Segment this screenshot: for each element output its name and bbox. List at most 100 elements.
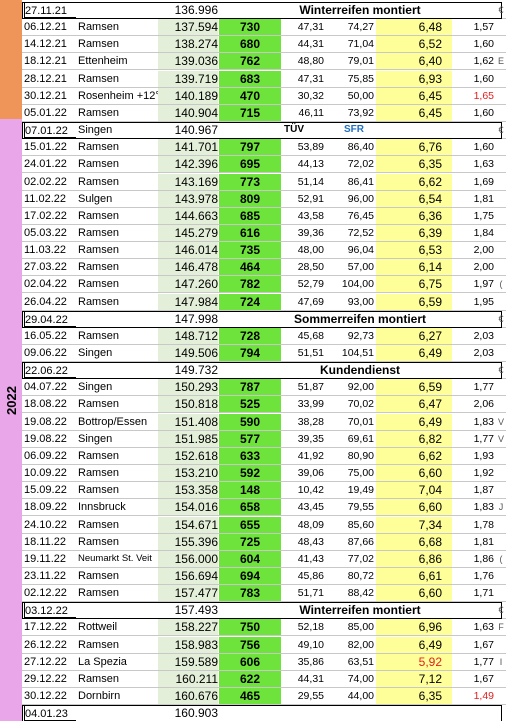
date-cell: 16.05.22 bbox=[24, 329, 67, 342]
date-cell: 15.09.22 bbox=[24, 484, 67, 497]
cost-cell: 57,00 bbox=[347, 261, 374, 274]
date-cell: 02.12.22 bbox=[24, 587, 67, 600]
price-per-liter-cell: 1,84 bbox=[473, 226, 494, 239]
place-cell: Sulgen bbox=[78, 192, 113, 205]
odometer-cell: 153.210 bbox=[158, 465, 218, 482]
date-cell: 27.11.21 bbox=[24, 2, 76, 18]
price-per-liter-cell: 2,03 bbox=[473, 329, 494, 342]
edge-cell: € bbox=[498, 5, 504, 15]
liters-cell: 48,09 bbox=[297, 518, 324, 531]
consumption-cell: 6,86 bbox=[376, 550, 452, 567]
distance-cell: 577 bbox=[219, 430, 281, 447]
date-cell: 27.12.22 bbox=[24, 655, 67, 668]
consumption-cell: 6,35 bbox=[376, 156, 452, 173]
price-per-liter-cell: 1,95 bbox=[473, 295, 494, 308]
date-cell: 26.12.22 bbox=[24, 638, 67, 651]
cost-cell: 74,00 bbox=[347, 672, 374, 685]
liters-cell: 47,69 bbox=[297, 295, 324, 308]
consumption-cell: 6,75 bbox=[376, 276, 452, 293]
year-strip-2021 bbox=[0, 0, 22, 119]
odometer-cell: 139.719 bbox=[158, 70, 218, 87]
odometer-cell: 140.189 bbox=[158, 87, 218, 104]
price-per-liter-cell: 1,60 bbox=[473, 72, 494, 85]
fuel-row: 16.05.22 Ramsen 148.712 728 45,68 92,73 6,27 2,… bbox=[22, 327, 506, 345]
cost-cell: 69,61 bbox=[347, 432, 374, 445]
edge-cell: ( bbox=[499, 279, 503, 290]
date-cell: 03.12.22 bbox=[24, 602, 76, 619]
cost-cell: 73,92 bbox=[347, 106, 374, 119]
distance-cell: 592 bbox=[219, 465, 281, 482]
price-per-liter-cell: 1,49 bbox=[473, 690, 494, 702]
cost-cell: 93,00 bbox=[347, 295, 374, 308]
price-per-liter-cell: 1,65 bbox=[473, 89, 494, 102]
liters-cell: 46,11 bbox=[298, 106, 325, 119]
consumption-cell: 7,34 bbox=[376, 516, 452, 533]
distance-cell: 622 bbox=[219, 670, 281, 687]
distance-cell: 695 bbox=[219, 156, 281, 173]
milestone-note: Winterreifen montiert bbox=[220, 602, 500, 619]
distance-cell: 797 bbox=[219, 139, 281, 156]
place-cell: Rottweil bbox=[78, 621, 118, 634]
cost-cell: 104,51 bbox=[341, 347, 374, 359]
place-cell: Ramsen bbox=[78, 484, 119, 497]
year-label: 2022 bbox=[3, 385, 19, 415]
edge-cell: E bbox=[497, 56, 504, 67]
distance-cell: 694 bbox=[219, 567, 281, 584]
fuel-row: 17.02.22 Ramsen 144.663 685 43,58 76,45 6,36 1,… bbox=[22, 207, 506, 225]
consumption-cell: 6,96 bbox=[376, 619, 452, 636]
price-per-liter-cell: 1,60 bbox=[473, 106, 494, 119]
place-cell: Ramsen bbox=[78, 295, 119, 308]
date-cell: 19.11.22 bbox=[24, 552, 67, 565]
odometer-cell: 151.408 bbox=[158, 413, 218, 430]
consumption-cell: 6,62 bbox=[376, 173, 452, 190]
fuel-row: 19.08.22 Singen 151.985 577 39,35 69,61 6,82 1,… bbox=[22, 430, 506, 448]
odometer-cell: 160.903 bbox=[158, 705, 218, 721]
distance-cell: 756 bbox=[219, 636, 281, 653]
fuel-row: 05.01.22 Ramsen 140.904 715 46,11 73,92 6,45 1,… bbox=[22, 104, 506, 122]
liters-cell: 39,36 bbox=[297, 226, 324, 239]
cost-cell: 50,00 bbox=[347, 89, 374, 102]
consumption-cell: 6,76 bbox=[376, 139, 452, 156]
odometer-cell: 136.996 bbox=[158, 2, 218, 18]
liters-cell: 45,86 bbox=[297, 569, 324, 582]
distance-cell: 762 bbox=[219, 53, 281, 70]
liters-cell: 28,50 bbox=[297, 261, 324, 274]
cost-cell: 75,85 bbox=[347, 72, 374, 85]
date-cell: 02.02.22 bbox=[24, 175, 67, 188]
fuel-row: 14.12.21 Ramsen 138.274 680 44,31 71,04 6,52 1,… bbox=[22, 36, 506, 54]
cost-cell: 70,01 bbox=[347, 415, 374, 428]
consumption-cell: 6,35 bbox=[376, 688, 452, 704]
cost-cell: 70,02 bbox=[347, 398, 374, 411]
distance-cell: 604 bbox=[219, 550, 281, 567]
place-cell: Singen bbox=[78, 124, 113, 137]
distance-cell: 658 bbox=[219, 499, 281, 516]
cost-cell: 87,66 bbox=[347, 535, 374, 548]
consumption-cell: 6,36 bbox=[376, 207, 452, 224]
distance-cell: 465 bbox=[219, 688, 281, 704]
date-cell: 22.06.22 bbox=[24, 362, 76, 379]
place-cell: Ramsen bbox=[78, 518, 119, 531]
liters-cell: 30,32 bbox=[297, 89, 324, 102]
place-cell: Ramsen bbox=[78, 72, 119, 85]
consumption-cell: 6,53 bbox=[376, 242, 452, 259]
odometer-cell: 141.701 bbox=[158, 139, 218, 156]
odometer-cell: 149.506 bbox=[158, 345, 218, 361]
odometer-cell: 157.477 bbox=[158, 585, 218, 602]
fuel-row: 18.12.21 Ettenheim 139.036 762 48,80 79,01 6,4… bbox=[22, 53, 506, 71]
place-cell: Singen bbox=[78, 347, 113, 359]
price-per-liter-cell: 1,67 bbox=[473, 638, 494, 651]
place-cell: Neumarkt St. Veit bbox=[78, 552, 152, 564]
edge-cell: € bbox=[498, 313, 504, 324]
distance-cell: 680 bbox=[219, 36, 281, 53]
price-per-liter-cell: 1,60 bbox=[473, 141, 494, 154]
fuel-row: 18.09.22 Innsbruck 154.016 658 43,45 79,55 6,6… bbox=[22, 499, 506, 517]
odometer-cell: 158.983 bbox=[158, 636, 218, 653]
liters-cell: 51,51 bbox=[297, 347, 324, 359]
odometer-cell: 156.000 bbox=[158, 550, 218, 567]
odometer-cell: 150.818 bbox=[158, 396, 218, 413]
place-cell: Ramsen bbox=[78, 278, 119, 291]
price-per-liter-cell: 1,83 bbox=[473, 415, 494, 428]
place-cell: Ramsen bbox=[78, 21, 119, 34]
fuel-row: 11.03.22 Ramsen 146.014 735 48,00 96,04 6,53 2,… bbox=[22, 242, 506, 260]
